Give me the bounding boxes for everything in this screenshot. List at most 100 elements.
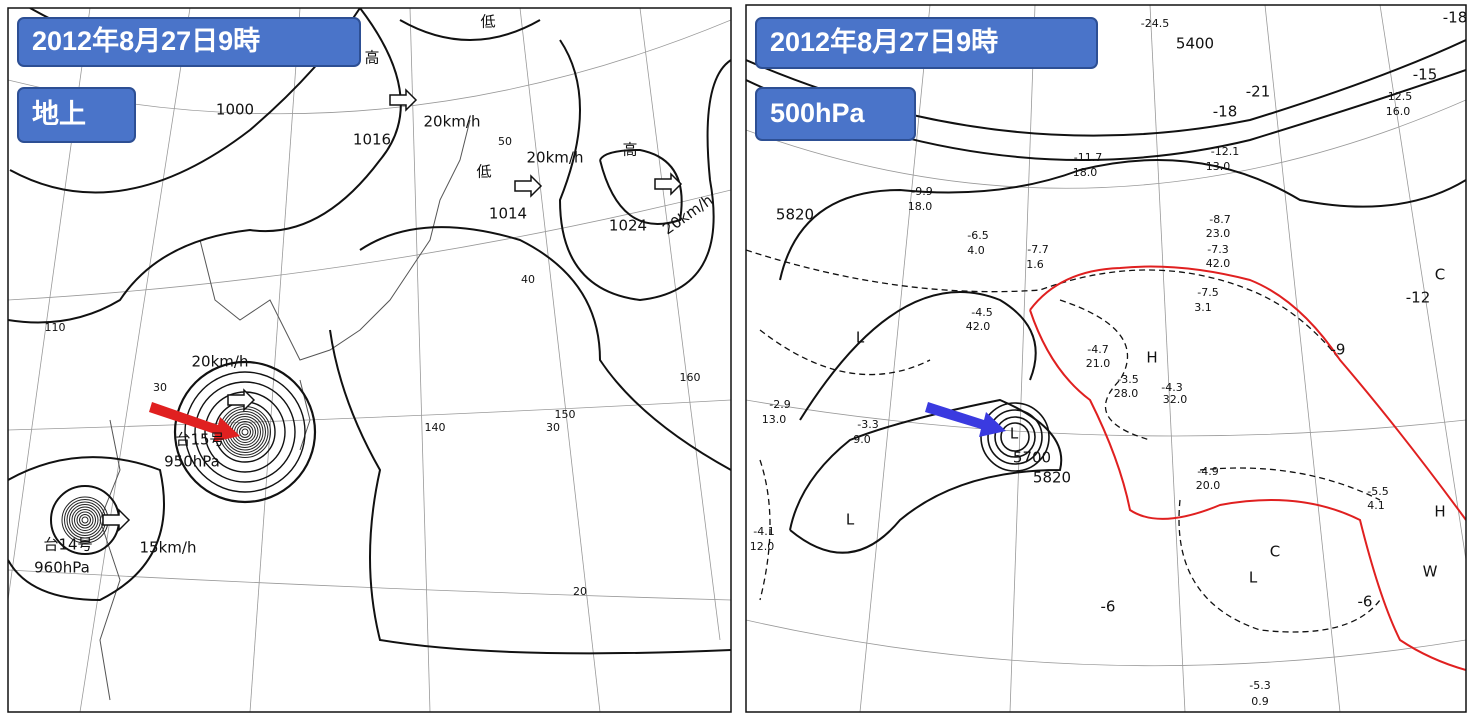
map-label: -3.3 (857, 418, 878, 431)
meridian (79, 8, 191, 712)
map-label: 18.0 (908, 200, 933, 213)
map-label: L (1010, 425, 1019, 443)
map-label: 23.0 (1206, 227, 1231, 240)
typhoon-core (64, 499, 106, 541)
map-label: -7.7 (1027, 243, 1048, 256)
typhoon-core (79, 514, 91, 526)
isotherm (1059, 299, 1151, 441)
red-arrow (149, 402, 240, 442)
map-label: -18 (1213, 103, 1238, 121)
map-label: 5820 (1033, 469, 1071, 487)
motion-arrow (102, 508, 131, 532)
map-label: 1016 (353, 131, 391, 149)
map-label: 32.0 (1163, 393, 1188, 406)
map-label: 台15号 (175, 431, 224, 449)
isotherm (759, 329, 931, 376)
map-label: -15 (1413, 66, 1438, 84)
height-contour (980, 402, 1050, 472)
map-label: 40 (521, 273, 535, 286)
map-label: 5400 (1176, 35, 1214, 53)
height-contour (994, 416, 1036, 458)
map-label: -3.5 (1117, 373, 1138, 386)
map-label: -18 (1443, 9, 1468, 27)
typhoon-core (81, 516, 89, 524)
coast (199, 119, 471, 361)
map-label: -4.3 (1161, 381, 1182, 394)
map-label: 15km/h (140, 539, 197, 557)
tag-text: 2012年8月27日9時 (770, 26, 998, 57)
map-label: 50 (498, 135, 512, 148)
motion-arrow (227, 388, 256, 412)
map-label: 1024 (609, 217, 647, 235)
height-contour (987, 409, 1043, 465)
map-label: -24.5 (1141, 17, 1169, 30)
tag-text: 500hPa (770, 98, 866, 128)
typhoon-core (241, 428, 249, 436)
map-label: 12.0 (750, 540, 775, 553)
isotherm (1199, 467, 1381, 501)
map-label: 13.0 (1206, 160, 1231, 173)
height-contour (799, 291, 1037, 421)
meridian (249, 8, 301, 712)
map-label: -6.5 (967, 229, 988, 242)
map-label: 低 (480, 13, 495, 31)
height-contour (789, 398, 1063, 554)
map-label: -11.7 (1074, 151, 1102, 164)
map-label: -4.7 (1087, 343, 1108, 356)
tag-box (755, 17, 1098, 69)
map-label: -7.3 (1207, 243, 1228, 256)
map-label: C (1270, 543, 1280, 561)
isotherm (759, 459, 771, 601)
map-label: 20.0 (1196, 479, 1221, 492)
map-label: L (1249, 569, 1258, 587)
map-label: H (1434, 503, 1445, 521)
height-contour (1000, 422, 1030, 452)
panel-border (7, 7, 732, 713)
typhoon-core (76, 511, 94, 529)
typhoon-core (69, 504, 101, 536)
map-label: -12.1 (1211, 145, 1239, 158)
map-label: -9.9 (911, 185, 932, 198)
meridian (1149, 5, 1186, 712)
isobar (173, 360, 317, 504)
map-label: -21 (1246, 83, 1271, 101)
map-label: -9 (1331, 341, 1346, 359)
map-label: H (1146, 349, 1157, 367)
motion-arrow (514, 174, 543, 198)
isobar (8, 456, 165, 602)
map-label: -6 (1358, 593, 1373, 611)
map-label: -4.9 (1197, 465, 1218, 478)
isobar (399, 19, 541, 41)
map-label: -7.5 (1197, 286, 1218, 299)
tag-text: 2012年8月27日9時 (32, 25, 260, 56)
map-label: 42.0 (966, 320, 991, 333)
parallel (746, 619, 1466, 667)
isobar (184, 371, 306, 493)
map-label: L (856, 329, 865, 347)
map-label: 42.0 (1206, 257, 1231, 270)
map-label: -12 (1406, 289, 1431, 307)
typhoon-core (71, 506, 99, 534)
map-label: 13.0 (762, 413, 787, 426)
map-label: 5700 (1013, 449, 1051, 467)
map-label: 20km/h (192, 353, 249, 371)
map-label: -6 (1101, 598, 1116, 616)
meridian (1264, 5, 1341, 712)
meridian (859, 5, 931, 712)
map-label: -8.7 (1209, 213, 1230, 226)
isobar (599, 148, 683, 225)
map-label: 150 (555, 408, 576, 421)
map-label: 1014 (489, 205, 527, 223)
map-label: 960hPa (34, 559, 90, 577)
map-label: -5.5 (1367, 485, 1388, 498)
jet-outline (1029, 265, 1466, 671)
map-label: 高 (622, 141, 637, 159)
map-label: C (1435, 266, 1445, 284)
map-label: 20km/h (527, 149, 584, 167)
meridian (519, 8, 601, 712)
map-label: 20km/h (424, 113, 481, 131)
meridian (639, 8, 721, 641)
map-label: 1.6 (1026, 258, 1044, 271)
